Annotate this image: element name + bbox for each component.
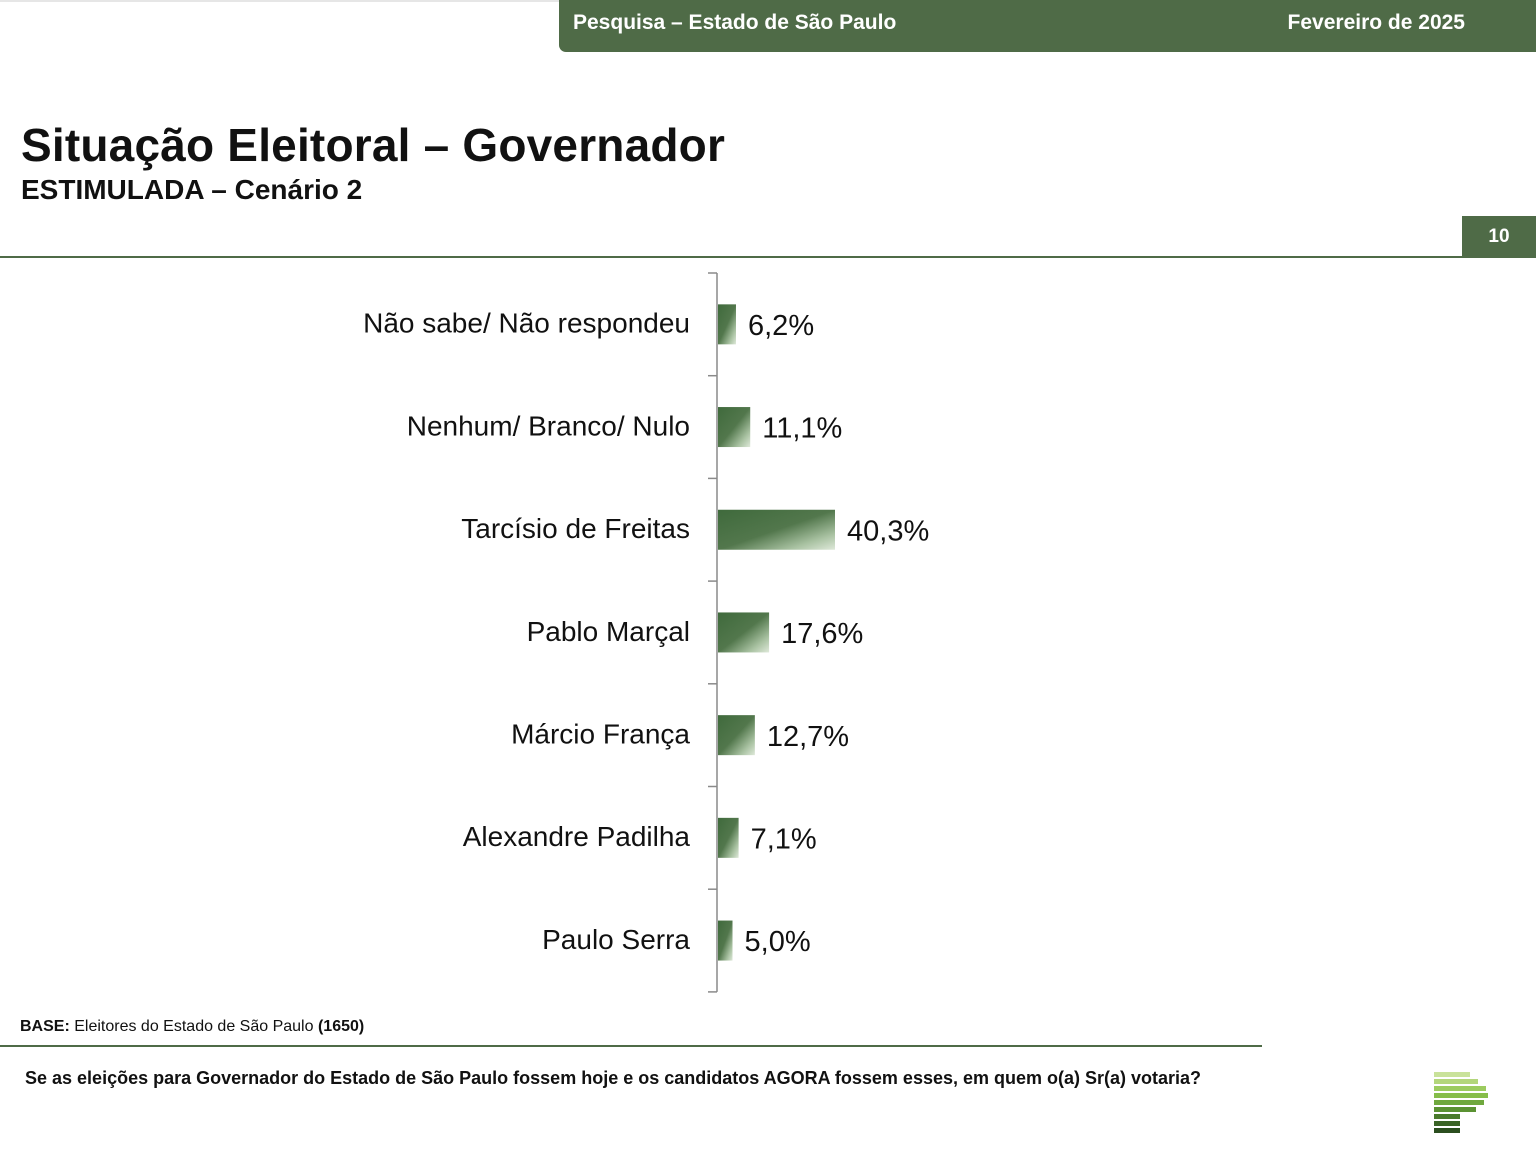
bar: [718, 817, 739, 858]
base-count: (1650): [317, 1018, 365, 1035]
data-label: 12,7%: [767, 721, 849, 753]
category-label: Nenhum/ Branco/ Nulo: [407, 410, 690, 441]
bar: [718, 509, 835, 550]
category-label: Não sabe/ Não respondeu: [363, 308, 690, 339]
pollster-logo-icon: [1434, 1072, 1488, 1133]
bar: [718, 715, 755, 756]
page-subtitle: ESTIMULADA – Cenário 2: [21, 174, 363, 205]
bar: [718, 612, 770, 653]
data-label: 5,0%: [745, 926, 811, 958]
section-divider: [0, 256, 1536, 258]
category-label: Pablo Marçal: [527, 616, 690, 647]
data-label: 40,3%: [847, 515, 929, 547]
category-label: Paulo Serra: [542, 924, 690, 955]
footer-divider: [0, 1045, 1262, 1047]
bar: [718, 407, 751, 448]
data-label: 7,1%: [751, 824, 817, 856]
bar-chart: Não sabe/ Não respondeu 6,2% Nenhum/ Branc…: [363, 272, 929, 993]
header-band: Pesquisa – Estado de São Paulo Fevereiro…: [559, 0, 1536, 52]
survey-date: Fevereiro de 2025: [1287, 11, 1465, 34]
page-title: Situação Eleitoral – Governador: [21, 119, 726, 171]
data-label: 11,1%: [762, 413, 842, 445]
survey-question: Se as eleições para Governador do Estado…: [25, 1068, 1202, 1088]
data-label: 17,6%: [781, 618, 863, 650]
category-label: Tarcísio de Freitas: [461, 513, 690, 544]
base-note: BASE: Eleitores do Estado de São Paulo (…: [20, 1018, 364, 1036]
category-label: Márcio França: [511, 719, 690, 750]
page-number-badge: 10: [1462, 216, 1536, 257]
bar: [718, 304, 736, 345]
data-label: 6,2%: [748, 310, 814, 342]
category-label: Alexandre Padilha: [463, 821, 691, 852]
bar: [718, 920, 733, 961]
survey-title: Pesquisa – Estado de São Paulo: [573, 11, 897, 34]
base-text: Eleitores do Estado de São Paulo: [74, 1018, 314, 1035]
base-label: BASE:: [20, 1018, 70, 1035]
